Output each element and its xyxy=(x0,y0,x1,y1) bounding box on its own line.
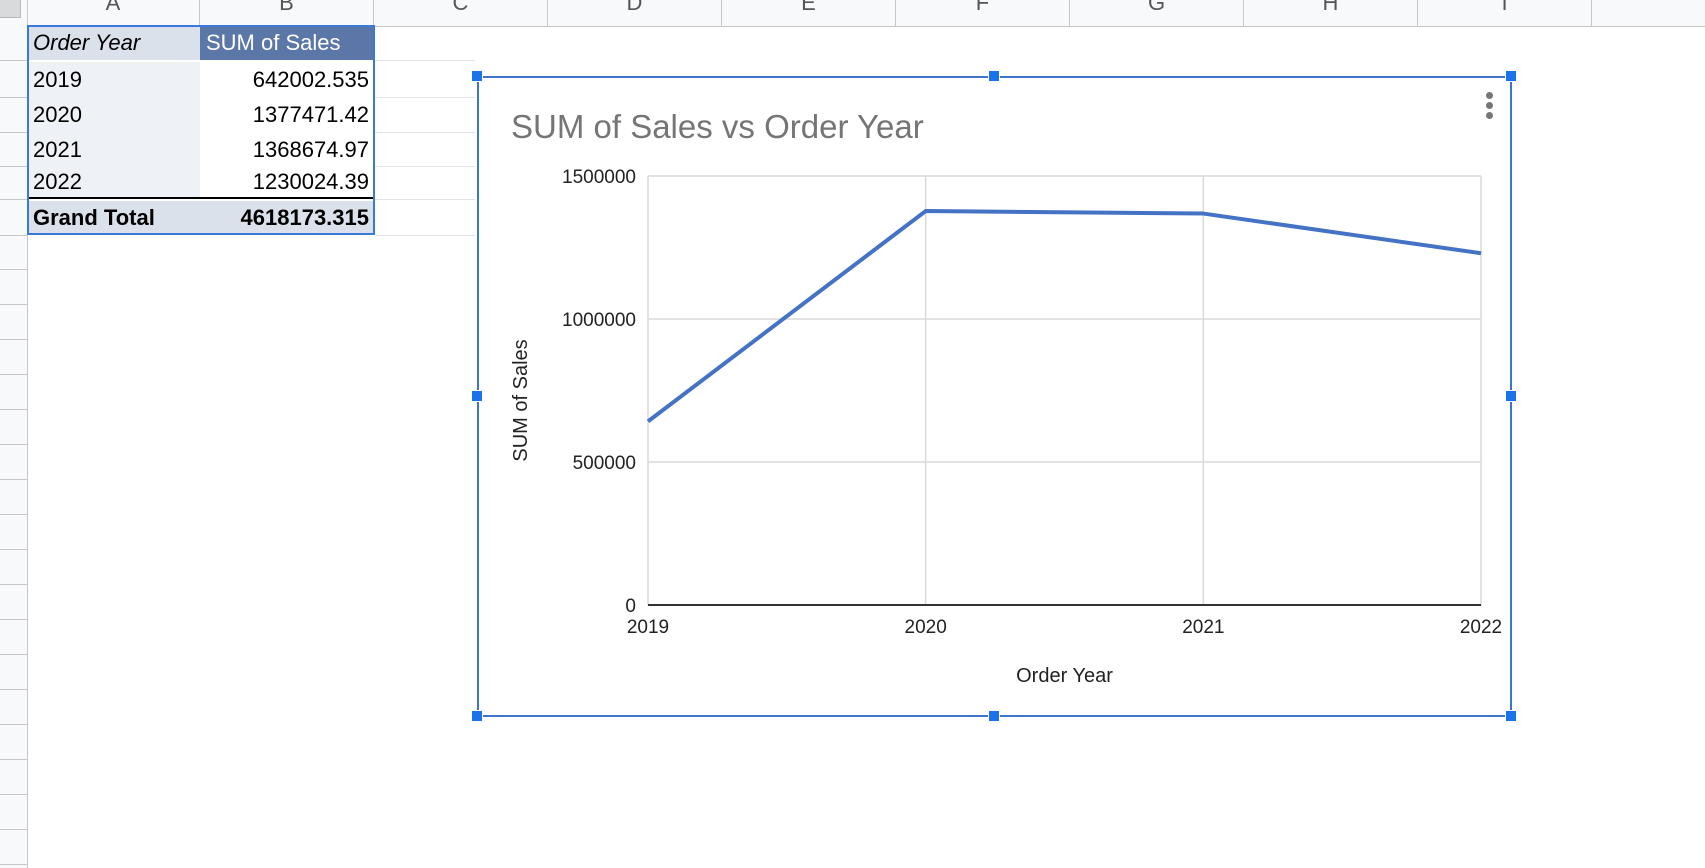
column-header-bar xyxy=(0,0,1705,27)
row-header-bar xyxy=(0,26,28,868)
pivot-row-year[interactable]: 2019 xyxy=(27,62,200,97)
pivot-row-year[interactable]: 2021 xyxy=(27,132,200,167)
pivot-grand-total-label[interactable]: Grand Total xyxy=(27,201,200,235)
x-tick-label: 2021 xyxy=(1182,617,1224,638)
row-header-divider xyxy=(0,304,27,305)
x-tick-label: 2019 xyxy=(627,617,669,638)
row-header-divider xyxy=(0,199,27,200)
row-header-divider xyxy=(0,724,27,725)
y-tick-label: 0 xyxy=(625,596,636,617)
row-header-divider xyxy=(0,549,27,550)
sheet-gridline xyxy=(375,97,475,98)
pivot-row-sales[interactable]: 1368674.97 xyxy=(252,137,369,162)
y-tick-label: 500000 xyxy=(573,453,636,474)
pivot-row-sales[interactable]: 1377471.42 xyxy=(252,102,369,127)
pivot-row-year[interactable]: 2020 xyxy=(27,97,200,132)
y-tick-label: 1000000 xyxy=(562,310,636,331)
row-header-divider xyxy=(0,166,27,167)
row-header-divider xyxy=(0,444,27,445)
x-tick-label: 2020 xyxy=(905,617,947,638)
row-header-divider xyxy=(0,619,27,620)
resize-handle-top-left[interactable] xyxy=(471,70,483,82)
row-header-divider xyxy=(0,97,27,98)
row-header-divider xyxy=(0,514,27,515)
row-header-divider xyxy=(0,864,27,865)
row-header-divider xyxy=(0,794,27,795)
resize-handle-left[interactable] xyxy=(471,390,483,402)
column-header[interactable]: G xyxy=(1070,0,1244,26)
column-header[interactable]: D xyxy=(548,0,722,26)
row-header-divider xyxy=(0,584,27,585)
line-chart[interactable]: SUM of Sales vs Order Year 0 500000 100000… xyxy=(477,76,1512,717)
resize-handle-bottom-left[interactable] xyxy=(471,710,483,722)
y-tick-label: 1500000 xyxy=(562,167,636,188)
row-header-divider xyxy=(0,654,27,655)
row-header-divider xyxy=(0,339,27,340)
chart-title: SUM of Sales vs Order Year xyxy=(511,108,924,145)
row-header-divider xyxy=(0,60,27,61)
x-axis-title: Order Year xyxy=(1016,665,1113,687)
row-header-divider xyxy=(0,269,27,270)
row-header-divider xyxy=(0,374,27,375)
chart-plot: 0 500000 1000000 1500000 2019 2020 2021 2022 Ord… xyxy=(510,167,1502,687)
column-header[interactable]: B xyxy=(200,0,374,26)
row-header-divider xyxy=(0,409,27,410)
pivot-row-sales[interactable]: 1230024.39 xyxy=(252,169,369,194)
more-vert-icon[interactable] xyxy=(1482,90,1496,126)
x-tick-label: 2022 xyxy=(1460,617,1502,638)
sheet-gridline xyxy=(375,199,475,200)
pivot-header-sum-of-sales[interactable]: SUM of Sales xyxy=(200,25,375,60)
row-header-divider xyxy=(0,132,27,133)
pivot-grand-total-value[interactable]: 4618173.315 xyxy=(200,201,375,235)
sheet-gridline xyxy=(375,235,475,236)
resize-handle-top-right[interactable] xyxy=(1505,70,1517,82)
pivot-row-sales[interactable]: 642002.535 xyxy=(252,67,369,92)
row-header-divider xyxy=(0,759,27,760)
y-axis-title: SUM of Sales xyxy=(510,339,532,461)
resize-handle-right[interactable] xyxy=(1505,390,1517,402)
column-header[interactable]: F xyxy=(896,0,1070,26)
series-line xyxy=(646,209,1482,423)
sheet-gridline xyxy=(375,132,475,133)
row-header-divider xyxy=(0,689,27,690)
resize-handle-bottom-right[interactable] xyxy=(1505,710,1517,722)
row-header-divider xyxy=(0,235,27,236)
column-header[interactable]: I xyxy=(1418,0,1592,26)
resize-handle-bottom[interactable] xyxy=(988,710,1000,722)
pivot-row-year[interactable]: 2022 xyxy=(27,166,200,198)
column-header[interactable]: C xyxy=(374,0,548,26)
sheet-gridline xyxy=(375,60,475,61)
row-header-divider xyxy=(0,829,27,830)
column-header[interactable]: H xyxy=(1244,0,1418,26)
select-all-corner[interactable] xyxy=(0,0,28,26)
column-header[interactable]: A xyxy=(27,0,200,26)
column-header[interactable]: E xyxy=(722,0,896,26)
row-header-divider xyxy=(0,479,27,480)
sheet-gridline xyxy=(375,166,475,167)
pivot-header-order-year[interactable]: Order Year xyxy=(27,25,200,60)
resize-handle-top[interactable] xyxy=(988,70,1000,82)
